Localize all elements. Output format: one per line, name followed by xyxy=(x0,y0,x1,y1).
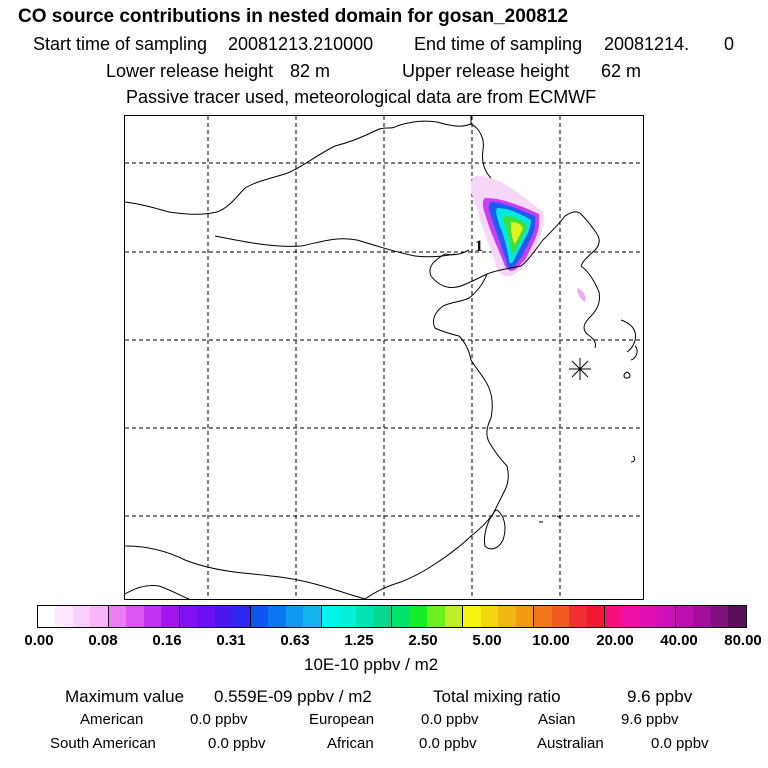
colorbar-swatch xyxy=(161,606,180,627)
colorbar-tick-label: 1.25 xyxy=(344,632,374,649)
end-time-value: 20081214. xyxy=(604,34,690,54)
colorbar-swatch xyxy=(534,606,552,627)
region-name: American xyxy=(80,711,144,728)
colorbar-swatch xyxy=(268,606,286,627)
region-value: 0.0 ppbv xyxy=(419,735,477,752)
colorbar-tick-label: 5.00 xyxy=(472,632,502,649)
start-time-value: 20081213.210000 xyxy=(228,34,374,54)
colorbar-tick-label: 2.50 xyxy=(408,632,438,649)
colorbar-swatch xyxy=(693,606,711,627)
end-time-suffix: 0 xyxy=(724,34,735,54)
plot-title: CO source contributions in nested domain… xyxy=(18,6,569,27)
gosan-station-asterisk-icon xyxy=(569,358,591,380)
region-value: 0.0 ppbv xyxy=(421,711,479,728)
end-time-label: End time of sampling xyxy=(414,34,583,54)
colorbar-tick-label: 0.31 xyxy=(216,632,246,649)
colorbar-swatch xyxy=(179,606,198,627)
colorbar-tick-label: 0.16 xyxy=(152,632,182,649)
lower-height-label: Lower release height xyxy=(106,61,274,81)
concentration-plume xyxy=(470,175,586,302)
colorbar-swatch xyxy=(622,606,640,627)
total-mixing-label: Total mixing ratio xyxy=(433,687,561,706)
colorbar-swatch xyxy=(55,606,73,627)
colorbar-swatch xyxy=(90,606,109,627)
colorbar-swatch xyxy=(38,606,56,627)
colorbar-tick-label: 80.00 xyxy=(724,632,762,649)
colorbar-swatch xyxy=(569,606,587,627)
start-time-label: Start time of sampling xyxy=(33,34,208,54)
region-name: African xyxy=(327,735,374,752)
colorbar-swatch xyxy=(728,606,746,627)
colorbar-swatch xyxy=(214,606,233,627)
colorbar-swatch xyxy=(409,606,428,627)
colorbar-swatch xyxy=(480,606,499,627)
colorbar-swatch xyxy=(250,606,269,627)
colorbar-swatch xyxy=(444,606,464,627)
total-mixing-value: 9.6 ppbv xyxy=(627,687,693,706)
colorbar-swatch xyxy=(639,606,658,627)
colorbar-swatch xyxy=(605,606,623,627)
colorbar-tick-label: 0.00 xyxy=(24,632,54,649)
region-value: 9.6 ppbv xyxy=(621,711,679,728)
colorbar-tick-label: 0.63 xyxy=(280,632,310,649)
colorbar-swatch xyxy=(463,606,481,627)
region-value: 0.0 ppbv xyxy=(190,711,248,728)
colorbar-swatch xyxy=(126,606,144,627)
region-value: 0.0 ppbv xyxy=(651,735,709,752)
colorbar-swatch xyxy=(356,606,374,627)
colorbar-unit: 10E-10 ppbv / m2 xyxy=(304,655,439,674)
map-svg: 1 xyxy=(125,116,643,599)
colorbar-swatch xyxy=(515,606,535,627)
colorbar-swatch xyxy=(143,606,162,627)
colorbar-swatch xyxy=(498,606,516,627)
region-value: 0.0 ppbv xyxy=(208,735,266,752)
max-value-label: Maximum value xyxy=(65,687,185,706)
colorbar-swatch xyxy=(285,606,304,627)
coastlines xyxy=(125,116,638,599)
colorbar xyxy=(37,605,747,628)
colorbar-swatch xyxy=(321,606,339,627)
colorbar-tick-label: 40.00 xyxy=(660,632,698,649)
colorbar-swatch xyxy=(710,606,729,627)
region-name: Australian xyxy=(537,735,604,752)
map-panel: 1 xyxy=(124,115,644,600)
colorbar-tick-label: 20.00 xyxy=(596,632,634,649)
colorbar-swatch xyxy=(427,606,445,627)
upper-height-label: Upper release height xyxy=(402,61,570,81)
graticule xyxy=(125,116,643,599)
colorbar-tick-label: 10.00 xyxy=(532,632,570,649)
colorbar-swatch xyxy=(373,606,393,627)
colorbar-swatch xyxy=(657,606,676,627)
region-name: South American xyxy=(50,735,156,752)
colorbar-swatch xyxy=(392,606,410,627)
max-value: 0.559E-09 ppbv / m2 xyxy=(214,687,372,706)
colorbar-swatch xyxy=(303,606,322,627)
contour-label: 1 xyxy=(475,238,483,255)
colorbar-swatch xyxy=(338,606,357,627)
colorbar-tick-label: 0.08 xyxy=(88,632,118,649)
colorbar-swatch xyxy=(675,606,694,627)
colorbar-swatch xyxy=(551,606,570,627)
region-name: Asian xyxy=(538,711,576,728)
colorbar-swatch xyxy=(232,606,251,627)
region-name: European xyxy=(309,711,375,728)
lower-height-value: 82 m xyxy=(290,61,331,81)
tracer-note: Passive tracer used, meteorological data… xyxy=(126,87,597,107)
upper-height-value: 62 m xyxy=(601,61,642,81)
colorbar-swatch xyxy=(108,606,127,627)
colorbar-swatch xyxy=(197,606,215,627)
colorbar-swatch xyxy=(586,606,605,627)
colorbar-swatch xyxy=(72,606,91,627)
